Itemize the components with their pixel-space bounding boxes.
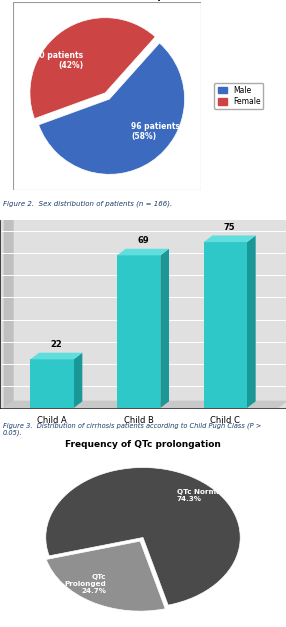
- Text: 96 patients
(58%): 96 patients (58%): [131, 122, 180, 141]
- Legend: Male, Female: Male, Female: [214, 83, 263, 109]
- Polygon shape: [160, 249, 169, 408]
- Bar: [30, 359, 74, 408]
- Text: QTc Normal
74.3%: QTc Normal 74.3%: [177, 488, 223, 502]
- Text: 22: 22: [50, 340, 62, 349]
- Title: Frequency of QTc prolongation: Frequency of QTc prolongation: [65, 440, 221, 449]
- Polygon shape: [204, 236, 256, 242]
- Text: QTc
Prolonged
24.7%: QTc Prolonged 24.7%: [64, 574, 106, 594]
- Wedge shape: [30, 18, 155, 119]
- Bar: [204, 242, 247, 408]
- Polygon shape: [4, 401, 286, 408]
- Wedge shape: [39, 43, 184, 174]
- Text: 75: 75: [224, 223, 235, 232]
- Polygon shape: [74, 353, 82, 408]
- Text: Figure 3.  Distribution of cirrhosis patients according to Child Pugh Class (P >: Figure 3. Distribution of cirrhosis pati…: [3, 422, 261, 436]
- Text: Figure 2.  Sex distribution of patients (n = 166).: Figure 2. Sex distribution of patients (…: [3, 201, 172, 208]
- Text: 70 patients
(42%): 70 patients (42%): [34, 51, 83, 70]
- Polygon shape: [30, 353, 82, 359]
- Text: 69: 69: [137, 236, 149, 245]
- Title: Gender wise distribution of patients: Gender wise distribution of patients: [15, 0, 200, 1]
- Polygon shape: [247, 236, 256, 408]
- Polygon shape: [4, 213, 13, 408]
- Polygon shape: [117, 249, 169, 255]
- Bar: [117, 255, 160, 408]
- Wedge shape: [46, 541, 165, 611]
- Wedge shape: [46, 468, 240, 605]
